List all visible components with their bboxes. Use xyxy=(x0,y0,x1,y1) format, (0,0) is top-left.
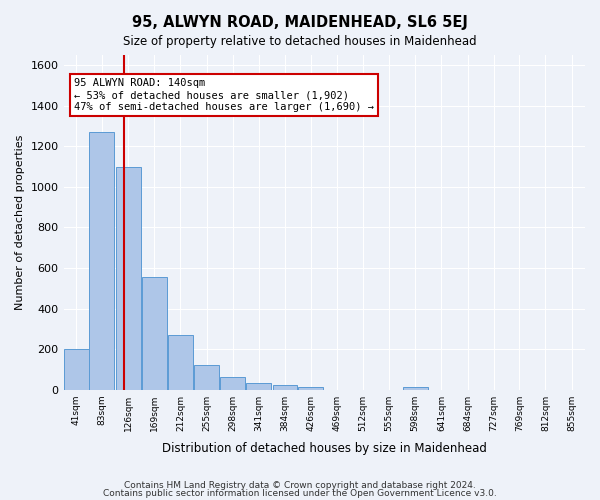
Y-axis label: Number of detached properties: Number of detached properties xyxy=(15,134,25,310)
Text: Contains HM Land Registry data © Crown copyright and database right 2024.: Contains HM Land Registry data © Crown c… xyxy=(124,481,476,490)
Text: 95 ALWYN ROAD: 140sqm
← 53% of detached houses are smaller (1,902)
47% of semi-d: 95 ALWYN ROAD: 140sqm ← 53% of detached … xyxy=(74,78,374,112)
Bar xyxy=(89,132,115,390)
Bar xyxy=(194,366,219,390)
Bar xyxy=(168,335,193,390)
Bar xyxy=(298,386,323,390)
Bar xyxy=(220,378,245,390)
Bar xyxy=(403,386,428,390)
Bar xyxy=(247,382,271,390)
Text: Size of property relative to detached houses in Maidenhead: Size of property relative to detached ho… xyxy=(123,35,477,48)
Bar xyxy=(272,384,298,390)
Bar xyxy=(142,277,167,390)
X-axis label: Distribution of detached houses by size in Maidenhead: Distribution of detached houses by size … xyxy=(162,442,487,455)
Text: 95, ALWYN ROAD, MAIDENHEAD, SL6 5EJ: 95, ALWYN ROAD, MAIDENHEAD, SL6 5EJ xyxy=(132,15,468,30)
Bar xyxy=(64,349,89,390)
Text: Contains public sector information licensed under the Open Government Licence v3: Contains public sector information licen… xyxy=(103,488,497,498)
Bar xyxy=(116,166,140,390)
